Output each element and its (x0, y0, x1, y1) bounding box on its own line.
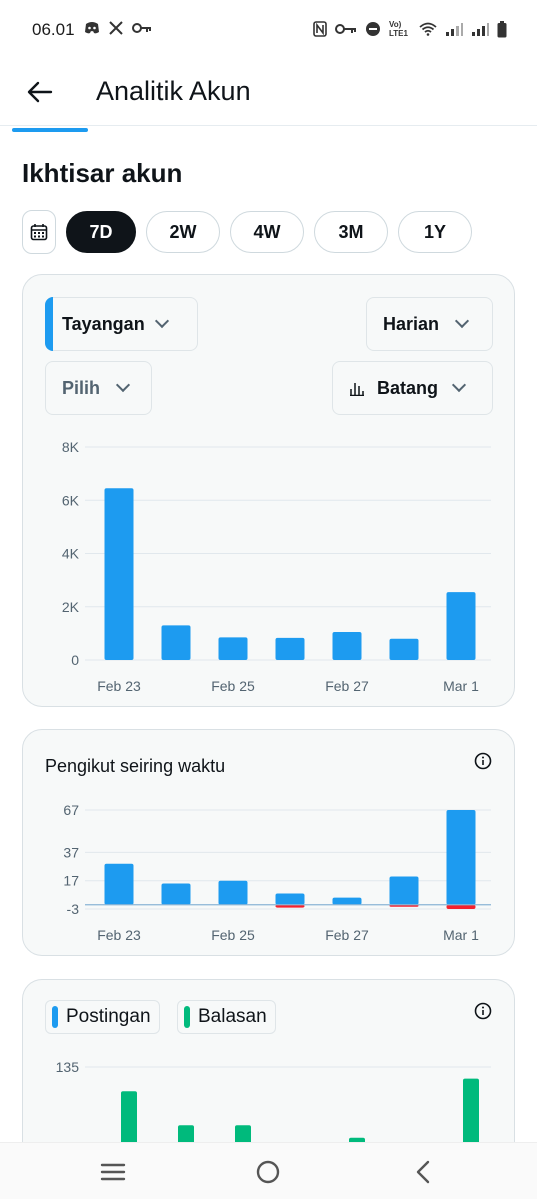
info-icon[interactable] (474, 752, 492, 770)
chart-bar (161, 625, 191, 660)
x-tick-label: Feb 23 (97, 927, 141, 942)
chevron-down-icon (454, 313, 470, 329)
x-tick-label: Mar 1 (443, 678, 479, 694)
battery-icon (497, 20, 507, 37)
legend-swatch (52, 1006, 58, 1028)
wifi-icon (419, 22, 437, 36)
status-bar: 06.01 Vo) LTE1 (0, 0, 537, 60)
status-left-icons (84, 20, 152, 36)
status-time: 06.01 (32, 20, 75, 39)
chart-type-dropdown-label: Batang (377, 377, 439, 398)
arrow-left-icon (27, 81, 53, 103)
legend-posts[interactable]: Postingan (45, 1000, 160, 1034)
y-tick-label: 2K (62, 599, 80, 615)
signal-icon (472, 23, 489, 36)
home-button[interactable] (253, 1157, 283, 1187)
legend-label: Balasan (198, 1006, 267, 1027)
x-tick-label: Feb 25 (211, 927, 255, 942)
chevron-down-icon (154, 313, 169, 329)
chart-bar (161, 883, 191, 905)
recent-apps-button[interactable] (98, 1157, 128, 1187)
key-icon (132, 23, 151, 33)
y-tick-label: 67 (63, 802, 79, 818)
interval-dropdown[interactable]: Harian (366, 297, 493, 351)
range-7d[interactable]: 7D (66, 211, 136, 253)
legend-label: Postingan (66, 1006, 151, 1027)
system-nav-bar (0, 1142, 537, 1199)
dnd-icon (366, 22, 380, 36)
metric-dropdown-label: Tayangan (62, 313, 145, 334)
followers-card-title: Pengikut seiring waktu (45, 756, 226, 776)
info-icon[interactable] (474, 1002, 492, 1020)
chevron-down-icon (451, 377, 467, 393)
key-icon (335, 24, 356, 34)
chart-type-dropdown[interactable]: Batang (332, 361, 493, 415)
chart-bar (275, 893, 305, 905)
section-title: Ikhtisar akun (22, 158, 183, 188)
y-tick-label: 4K (62, 546, 80, 562)
status-right-icons: Vo) LTE1 (313, 20, 507, 38)
signal-icon (446, 23, 463, 36)
chart-bar (104, 488, 134, 660)
range-selector: 7D 2W 4W 3M 1Y (22, 210, 472, 254)
range-3m[interactable]: 3M (314, 211, 388, 253)
compare-dropdown-label: Pilih (62, 377, 101, 398)
y-tick-label: 8K (62, 439, 80, 455)
x-tick-label: Feb 25 (211, 678, 255, 694)
legend-swatch (184, 1006, 190, 1028)
calendar-icon (30, 224, 48, 241)
nfc-icon (313, 21, 327, 37)
page-title: Analitik Akun (96, 76, 251, 106)
impressions-card: Tayangan Harian Pilih Batang 8K 6K 4K 2K 0 Fe… (22, 274, 515, 707)
chevron-down-icon (115, 377, 131, 393)
compare-dropdown[interactable]: Pilih (45, 361, 152, 415)
x-logo-icon (109, 21, 123, 35)
volte-icon: Vo) LTE1 (389, 20, 408, 38)
y-tick-label: -3 (67, 901, 80, 917)
chart-bar (389, 876, 419, 905)
interval-dropdown-label: Harian (383, 313, 440, 334)
y-tick-label: 37 (63, 844, 79, 860)
chart-bar (446, 904, 476, 909)
back-nav-button[interactable] (408, 1157, 438, 1187)
y-tick-label: 6K (62, 492, 80, 508)
x-tick-label: Feb 23 (97, 678, 141, 694)
y-tick-label: 0 (71, 652, 79, 668)
chart-bar (104, 863, 134, 905)
y-tick-label: 135 (56, 1059, 80, 1075)
legend-replies[interactable]: Balasan (177, 1000, 276, 1034)
discord-icon (85, 22, 99, 34)
followers-card: Pengikut seiring waktu 67 37 17 -3 Feb 23 Feb… (22, 729, 515, 956)
range-4w[interactable]: 4W (230, 211, 304, 253)
chart-bar (218, 880, 248, 905)
x-tick-label: Feb 27 (325, 927, 369, 942)
recent-apps-icon (100, 1163, 126, 1181)
y-tick-label: 17 (63, 873, 79, 889)
bar-chart-icon (350, 383, 364, 396)
home-icon (256, 1160, 280, 1184)
x-tick-label: Feb 27 (325, 678, 369, 694)
tab-indicator (12, 128, 88, 132)
chart-bar (218, 637, 248, 660)
back-button[interactable] (22, 74, 58, 110)
chart-bar (275, 904, 305, 908)
app-header: Analitik Akun (0, 60, 537, 126)
back-icon (416, 1160, 430, 1184)
chart-bar (446, 810, 476, 905)
chart-bar (332, 897, 362, 905)
x-tick-label: Mar 1 (443, 927, 479, 942)
chart-bar (446, 592, 476, 660)
range-1y[interactable]: 1Y (398, 211, 472, 253)
metric-dropdown[interactable]: Tayangan (45, 297, 198, 351)
calendar-button[interactable] (22, 210, 56, 254)
metric-accent (45, 297, 53, 351)
chart-bar (332, 632, 362, 660)
followers-chart: 67 37 17 -3 Feb 23 Feb 25 Feb 27 Mar 1 (63, 802, 491, 942)
chart-bar (389, 638, 419, 660)
chart-bar (275, 637, 305, 660)
range-2w[interactable]: 2W (146, 211, 220, 253)
impressions-chart: 8K 6K 4K 2K 0 Feb 23 Feb 25 Feb 27 Mar 1 (62, 439, 491, 694)
